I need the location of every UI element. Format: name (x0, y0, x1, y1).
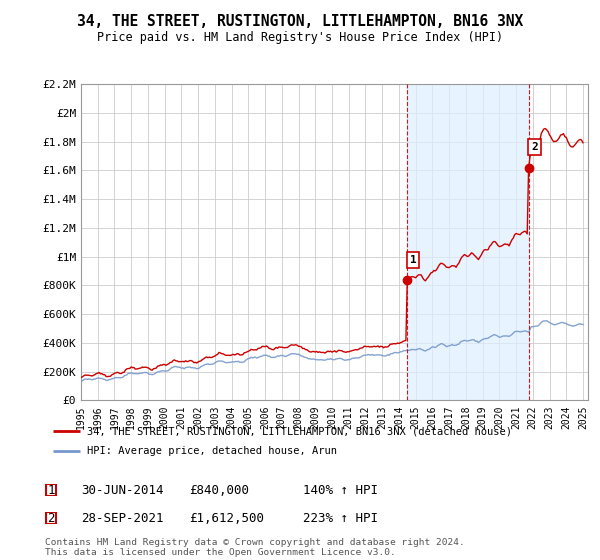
Text: 30-JUN-2014: 30-JUN-2014 (81, 483, 163, 497)
Text: 34, THE STREET, RUSTINGTON, LITTLEHAMPTON, BN16 3NX: 34, THE STREET, RUSTINGTON, LITTLEHAMPTO… (77, 14, 523, 29)
Text: 34, THE STREET, RUSTINGTON, LITTLEHAMPTON, BN16 3NX (detached house): 34, THE STREET, RUSTINGTON, LITTLEHAMPTO… (88, 426, 512, 436)
Text: 2: 2 (531, 142, 538, 152)
Text: £840,000: £840,000 (189, 483, 249, 497)
Text: Price paid vs. HM Land Registry's House Price Index (HPI): Price paid vs. HM Land Registry's House … (97, 31, 503, 44)
Text: 2: 2 (47, 511, 55, 525)
Text: 223% ↑ HPI: 223% ↑ HPI (303, 511, 378, 525)
Text: £1,612,500: £1,612,500 (189, 511, 264, 525)
Text: 1: 1 (410, 255, 416, 265)
Bar (407, 84, 529, 400)
Text: 1: 1 (47, 483, 55, 497)
Text: Contains HM Land Registry data © Crown copyright and database right 2024.
This d: Contains HM Land Registry data © Crown c… (45, 538, 465, 557)
Text: 140% ↑ HPI: 140% ↑ HPI (303, 483, 378, 497)
Text: 28-SEP-2021: 28-SEP-2021 (81, 511, 163, 525)
Text: HPI: Average price, detached house, Arun: HPI: Average price, detached house, Arun (88, 446, 337, 456)
